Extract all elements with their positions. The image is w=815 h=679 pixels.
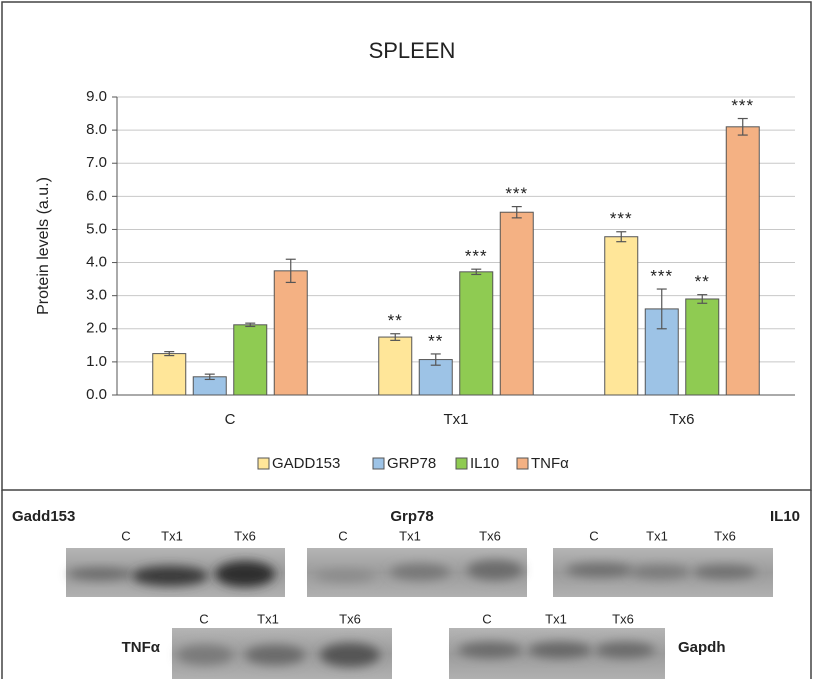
lane-label: Tx6 [612,611,634,626]
legend-label: GADD153 [272,455,340,472]
lane-label: C [338,528,347,543]
legend-swatch [517,458,528,469]
chart-title: SPLEEN [369,38,456,63]
x-tick-label: Tx1 [443,411,468,428]
significance-label: ** [388,311,403,330]
legend-label: GRP78 [387,455,436,472]
blot-image [449,628,665,679]
y-tick-label: 9.0 [86,88,107,105]
bar [605,237,638,395]
significance-label: *** [731,96,754,115]
blot-panels [66,548,773,679]
legend: GADD153 GRP78 IL10 TNFα [258,455,569,472]
lane-label: Tx1 [646,528,668,543]
significance-label: ** [695,272,710,291]
blot-label: Grp78 [390,508,433,525]
lane-label: Tx6 [479,528,501,543]
y-tick-label: 2.0 [86,320,107,337]
lane-label: Tx1 [399,528,421,543]
figure: SPLEEN Protein levels (a.u.) 0.0 1.0 2.0 3.… [0,0,815,679]
x-tick-label: Tx6 [669,411,694,428]
y-tick-label: 5.0 [86,220,107,237]
bar [379,337,412,395]
bar [500,212,533,395]
lane-label: Tx1 [161,528,183,543]
legend-swatch [258,458,269,469]
significance-label: *** [650,267,673,286]
y-tick-label: 6.0 [86,187,107,204]
legend-swatch [456,458,467,469]
blot-label: IL10 [770,508,800,525]
lane-label: Tx6 [339,611,361,626]
bar [726,127,759,395]
y-axis-label: Protein levels (a.u.) [35,177,52,315]
significance-label: *** [610,209,633,228]
lane-label: Tx6 [234,528,256,543]
lane-label: Tx1 [257,611,279,626]
bar [460,272,493,395]
blot-label: Gapdh [678,639,726,656]
bar [234,325,267,395]
x-tick-label: C [225,411,236,428]
blot-image [307,548,527,597]
bar [153,354,186,395]
lane-label: C [199,611,208,626]
legend-label: IL10 [470,455,499,472]
legend-label: TNFα [531,455,569,472]
y-tick-label: 7.0 [86,154,107,171]
lane-label: C [121,528,130,543]
y-tick-label: 8.0 [86,121,107,138]
lane-label: Tx1 [545,611,567,626]
blot-image [66,548,285,597]
lane-label: C [589,528,598,543]
page: {"chart_data": {"type": "bar", "title": … [0,0,815,679]
y-tick-label: 4.0 [86,254,107,271]
significance-label: ** [428,331,443,350]
lane-label: Tx6 [714,528,736,543]
blot-image [172,628,392,679]
lane-label: C [482,611,491,626]
legend-swatch [373,458,384,469]
y-tick-label: 0.0 [86,386,107,403]
significance-label: *** [505,184,528,203]
bar [274,271,307,395]
y-tick-label: 1.0 [86,353,107,370]
blot-label: TNFα [122,639,161,656]
blot-label: Gadd153 [12,508,75,525]
bar [686,299,719,395]
significance-label: *** [465,247,488,266]
blot-image [553,548,773,597]
y-tick-label: 3.0 [86,287,107,304]
